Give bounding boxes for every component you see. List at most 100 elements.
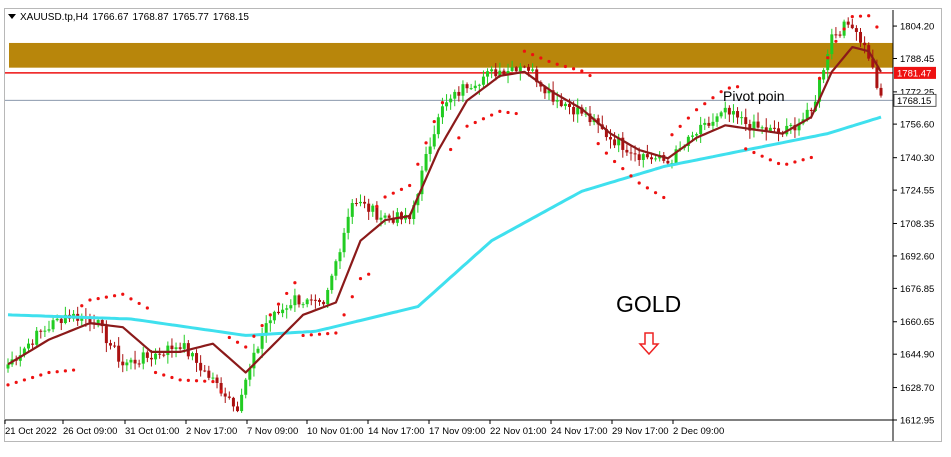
candle-body xyxy=(551,90,555,102)
candle xyxy=(6,358,10,373)
candle-body xyxy=(506,70,510,75)
candle-body xyxy=(531,69,535,71)
sar-dot xyxy=(137,301,141,306)
collapse-triangle-icon[interactable] xyxy=(8,14,16,19)
candle-body xyxy=(711,121,715,126)
candle-body xyxy=(260,335,264,349)
candle-body xyxy=(846,21,850,25)
candle xyxy=(31,339,35,351)
candle xyxy=(322,300,326,307)
candle xyxy=(236,401,240,413)
candle xyxy=(309,294,313,306)
candle-body xyxy=(830,34,834,55)
candle xyxy=(338,248,342,269)
sar-dot xyxy=(153,370,158,375)
candle-body xyxy=(654,158,658,160)
candle-body xyxy=(469,88,473,90)
candle-body xyxy=(272,311,276,321)
candle-body xyxy=(207,370,211,378)
candle xyxy=(350,199,354,224)
candle xyxy=(391,210,395,225)
candle-body xyxy=(117,345,121,362)
candle-body xyxy=(149,357,153,360)
candle xyxy=(174,342,178,358)
candle xyxy=(576,98,580,123)
candle-body xyxy=(104,326,108,344)
candle-body xyxy=(498,70,502,77)
candle xyxy=(367,198,371,220)
time-tick-label: 7 Nov 09:00 xyxy=(247,426,298,437)
sar-dot xyxy=(342,313,346,317)
candle xyxy=(43,325,47,337)
candle-body xyxy=(375,205,379,220)
candle-body xyxy=(617,137,621,146)
chart-frame xyxy=(4,8,942,442)
candle xyxy=(125,359,129,372)
candle xyxy=(371,203,375,217)
candle-body xyxy=(559,100,563,107)
candle-body xyxy=(863,42,867,46)
sar-dot xyxy=(547,59,551,64)
sar-dot xyxy=(727,86,731,90)
candle-body xyxy=(96,320,100,325)
sar-dot xyxy=(744,147,748,151)
candle-body xyxy=(211,377,215,379)
sar-dot xyxy=(121,292,125,296)
candle xyxy=(256,346,260,354)
candle xyxy=(117,337,121,368)
candle-body xyxy=(244,379,248,395)
sar-dot xyxy=(539,56,543,60)
candle xyxy=(354,198,358,207)
sar-dot xyxy=(752,150,756,155)
sar-dot xyxy=(88,298,92,302)
low-value: 1765.77 xyxy=(172,12,209,23)
candle xyxy=(363,195,367,209)
candle xyxy=(145,350,149,363)
price-tick-label: 1676.85 xyxy=(900,284,934,295)
candle-body xyxy=(322,301,326,305)
candle xyxy=(469,83,473,91)
candle xyxy=(625,144,629,156)
price-tick-label: 1724.55 xyxy=(900,186,934,197)
candle-body xyxy=(264,323,268,336)
candle-body xyxy=(727,107,731,115)
sar-dot xyxy=(416,162,420,166)
candle xyxy=(305,297,309,308)
sar-dot xyxy=(842,27,846,31)
candle-body xyxy=(440,106,444,118)
sar-dot xyxy=(490,113,494,117)
asset-label: GOLD xyxy=(616,291,681,317)
candle-body xyxy=(231,397,235,407)
candle xyxy=(674,145,678,165)
candle-body xyxy=(744,117,748,125)
candle xyxy=(182,334,186,353)
candle-body xyxy=(399,212,403,220)
candle xyxy=(510,60,514,73)
sar-dot xyxy=(391,191,395,195)
candle xyxy=(108,339,112,350)
candle-body xyxy=(555,100,559,102)
time-tick-label: 14 Nov 17:00 xyxy=(368,426,425,437)
candle xyxy=(461,80,465,102)
candle-body xyxy=(346,216,350,233)
candle xyxy=(121,354,125,373)
candle-body xyxy=(596,118,600,125)
candle xyxy=(227,391,231,400)
sar-dot xyxy=(293,281,297,285)
sar-dot xyxy=(194,379,199,383)
candle-body xyxy=(510,67,514,71)
candle xyxy=(162,352,166,358)
slow-moving-average-line xyxy=(7,115,882,337)
price-tick-label: 1708.35 xyxy=(900,219,934,230)
sar-dot xyxy=(531,53,535,57)
candle xyxy=(51,315,55,333)
sar-dot xyxy=(653,191,658,195)
candle-body xyxy=(236,406,240,412)
candle-body xyxy=(108,343,112,346)
time-tick-label: 2 Dec 09:00 xyxy=(673,426,724,437)
candle xyxy=(629,144,633,161)
sar-dot xyxy=(104,295,108,299)
candle xyxy=(772,120,776,132)
sar-dot xyxy=(22,378,26,382)
